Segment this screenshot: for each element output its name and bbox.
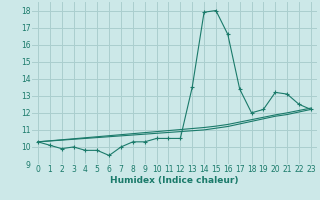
X-axis label: Humidex (Indice chaleur): Humidex (Indice chaleur) [110,176,239,185]
